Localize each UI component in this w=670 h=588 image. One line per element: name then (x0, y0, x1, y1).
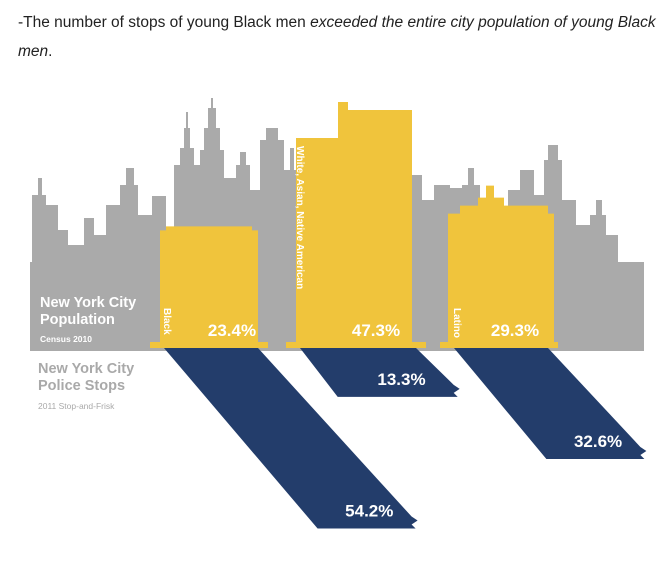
category-label-latino: Latino (451, 308, 462, 338)
stops-title-line1: New York City (38, 361, 134, 377)
population-bars (150, 102, 558, 348)
category-label-white-asian-native-american: White, Asian, Native American (294, 146, 305, 289)
population-value-black: 23.4% (208, 321, 256, 340)
population-title-line1: New York City (40, 295, 136, 311)
category-label-black: Black (161, 308, 172, 335)
population-bar-black (150, 226, 268, 348)
stops-value-white-asian-native-american: 13.3% (377, 370, 425, 389)
population-bar-latino (440, 185, 558, 348)
population-value-white-asian-native-american: 47.3% (352, 321, 400, 340)
stops-bars (164, 348, 647, 529)
stops-value-black: 54.2% (345, 502, 393, 521)
stops-bar-black (164, 348, 418, 529)
population-subtitle: Census 2010 (40, 334, 92, 344)
chart-caption: -The number of stops of young Black men … (18, 8, 658, 66)
caption-end: . (48, 43, 53, 60)
stops-value-latino: 32.6% (574, 432, 622, 451)
stops-label-group: New York City Police Stops 2011 Stop-and… (38, 361, 134, 411)
value-labels: 23.4% 54.2% Black 47.3% 13.3% White, Asian, N… (161, 146, 622, 520)
population-label-group: New York City Population Census 2010 (40, 295, 136, 344)
caption-italic: exceeded the entire city population of y… (18, 14, 656, 60)
population-title-line2: Population (40, 312, 115, 328)
stops-bar-white-asian-native-american (300, 348, 460, 397)
stops-subtitle: 2011 Stop-and-Frisk (38, 401, 115, 411)
stops-title-line2: Police Stops (38, 378, 125, 394)
caption-plain: -The number of stops of young Black men (18, 14, 311, 31)
population-bar-white-asian-native-american (286, 102, 426, 348)
stops-bar-latino (454, 348, 647, 459)
population-value-latino: 29.3% (491, 321, 539, 340)
